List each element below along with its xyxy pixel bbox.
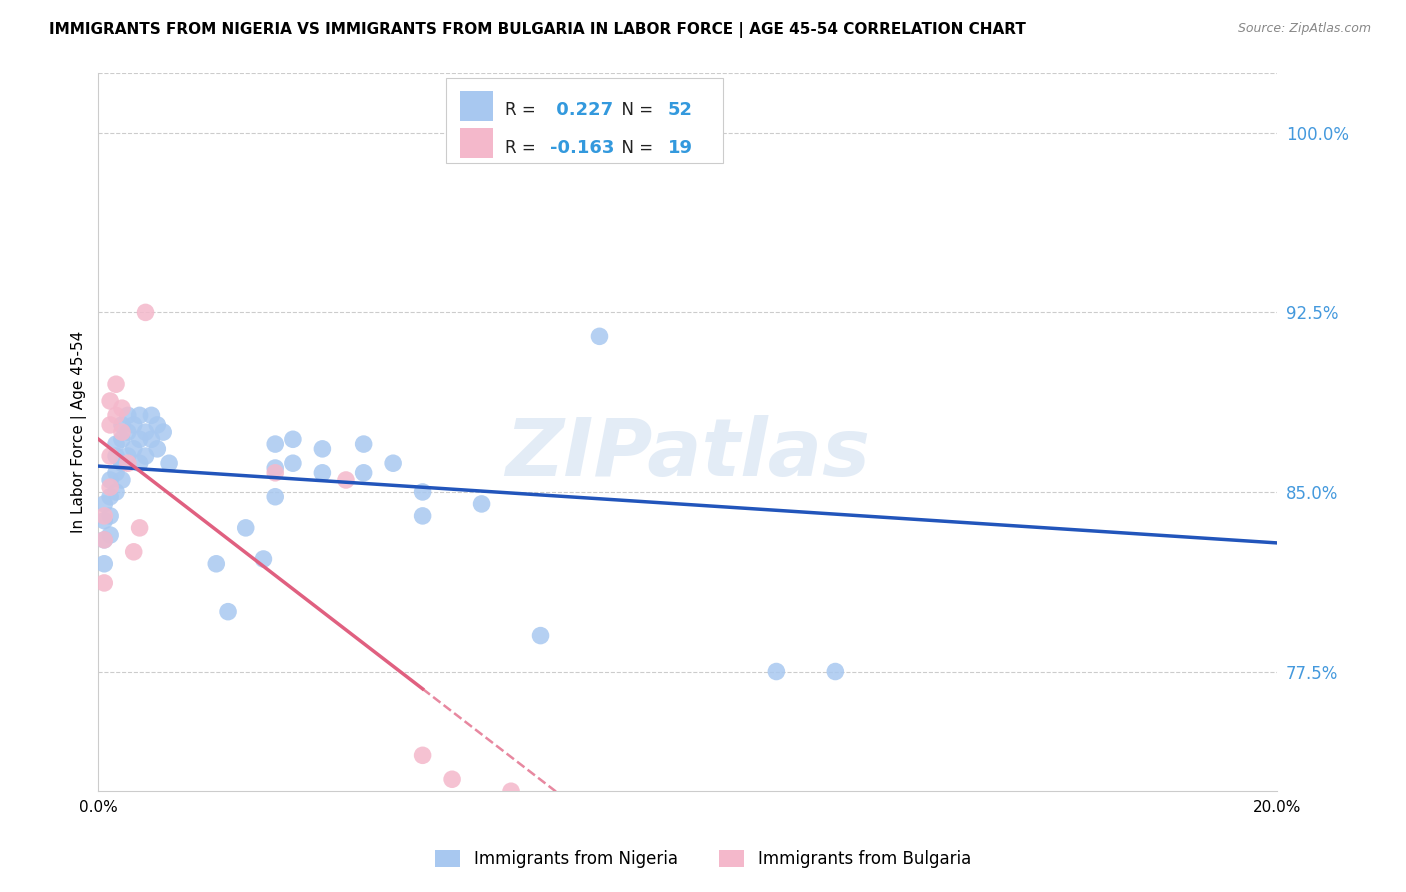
Bar [460, 128, 494, 158]
Text: -0.163: -0.163 [550, 138, 614, 156]
Point [217, 605, 239, 619]
Point [117, 456, 139, 470]
Point [152, 425, 174, 439]
Point [335, 473, 357, 487]
Point [134, 425, 156, 439]
Point [128, 521, 150, 535]
Text: N =: N = [612, 101, 658, 120]
Point [412, 748, 434, 763]
Text: 19: 19 [668, 138, 693, 156]
Point [98, 528, 121, 542]
Point [111, 425, 134, 439]
Point [117, 425, 139, 439]
Point [105, 437, 128, 451]
Point [146, 417, 169, 432]
Point [98, 417, 121, 432]
Point [117, 409, 139, 423]
Text: IMMIGRANTS FROM NIGERIA VS IMMIGRANTS FROM BULGARIA IN LABOR FORCE | AGE 45-54 C: IMMIGRANTS FROM NIGERIA VS IMMIGRANTS FR… [49, 22, 1026, 38]
Point [205, 557, 228, 571]
Point [93, 497, 115, 511]
Point [353, 466, 375, 480]
Text: 52: 52 [668, 101, 693, 120]
Point [471, 497, 494, 511]
Point [134, 305, 156, 319]
Legend: Immigrants from Nigeria, Immigrants from Bulgaria: Immigrants from Nigeria, Immigrants from… [429, 843, 977, 875]
Point [122, 442, 145, 456]
Point [252, 552, 274, 566]
Bar [460, 91, 494, 120]
Point [93, 533, 115, 547]
Point [93, 576, 115, 591]
Point [264, 437, 287, 451]
Point [128, 409, 150, 423]
Point [93, 533, 115, 547]
Point [105, 409, 128, 423]
Point [105, 485, 128, 500]
Text: R =: R = [505, 138, 541, 156]
Point [93, 557, 115, 571]
Point [141, 432, 163, 446]
Point [264, 490, 287, 504]
Point [441, 772, 464, 787]
Y-axis label: In Labor Force | Age 45-54: In Labor Force | Age 45-54 [72, 331, 87, 533]
Text: 0.227: 0.227 [550, 101, 613, 120]
Point [588, 329, 610, 343]
Text: R =: R = [505, 101, 541, 120]
Point [157, 456, 180, 470]
Point [105, 377, 128, 392]
Point [235, 521, 257, 535]
Point [93, 514, 115, 528]
Point [311, 466, 333, 480]
Point [499, 784, 522, 798]
Point [765, 665, 787, 679]
Point [311, 442, 333, 456]
Text: N =: N = [612, 138, 658, 156]
Point [141, 409, 163, 423]
Point [122, 545, 145, 559]
Point [105, 449, 128, 463]
Point [264, 466, 287, 480]
Point [98, 473, 121, 487]
Point [134, 449, 156, 463]
Point [98, 449, 121, 463]
Point [98, 490, 121, 504]
Point [128, 432, 150, 446]
Point [382, 456, 405, 470]
Point [412, 508, 434, 523]
Point [264, 461, 287, 475]
FancyBboxPatch shape [446, 78, 723, 162]
Point [128, 456, 150, 470]
Point [93, 508, 115, 523]
Point [529, 629, 551, 643]
Point [117, 449, 139, 463]
Point [111, 456, 134, 470]
Point [111, 473, 134, 487]
Point [98, 394, 121, 409]
Text: ZIPatlas: ZIPatlas [505, 415, 870, 492]
Point [281, 456, 304, 470]
Point [647, 126, 669, 140]
Text: Source: ZipAtlas.com: Source: ZipAtlas.com [1237, 22, 1371, 36]
Point [146, 442, 169, 456]
Point [98, 508, 121, 523]
Point [111, 401, 134, 416]
Point [98, 480, 121, 494]
Point [111, 417, 134, 432]
Point [824, 665, 846, 679]
Point [122, 417, 145, 432]
Point [412, 485, 434, 500]
Point [105, 466, 128, 480]
Point [281, 432, 304, 446]
Point [111, 432, 134, 446]
Point [353, 437, 375, 451]
